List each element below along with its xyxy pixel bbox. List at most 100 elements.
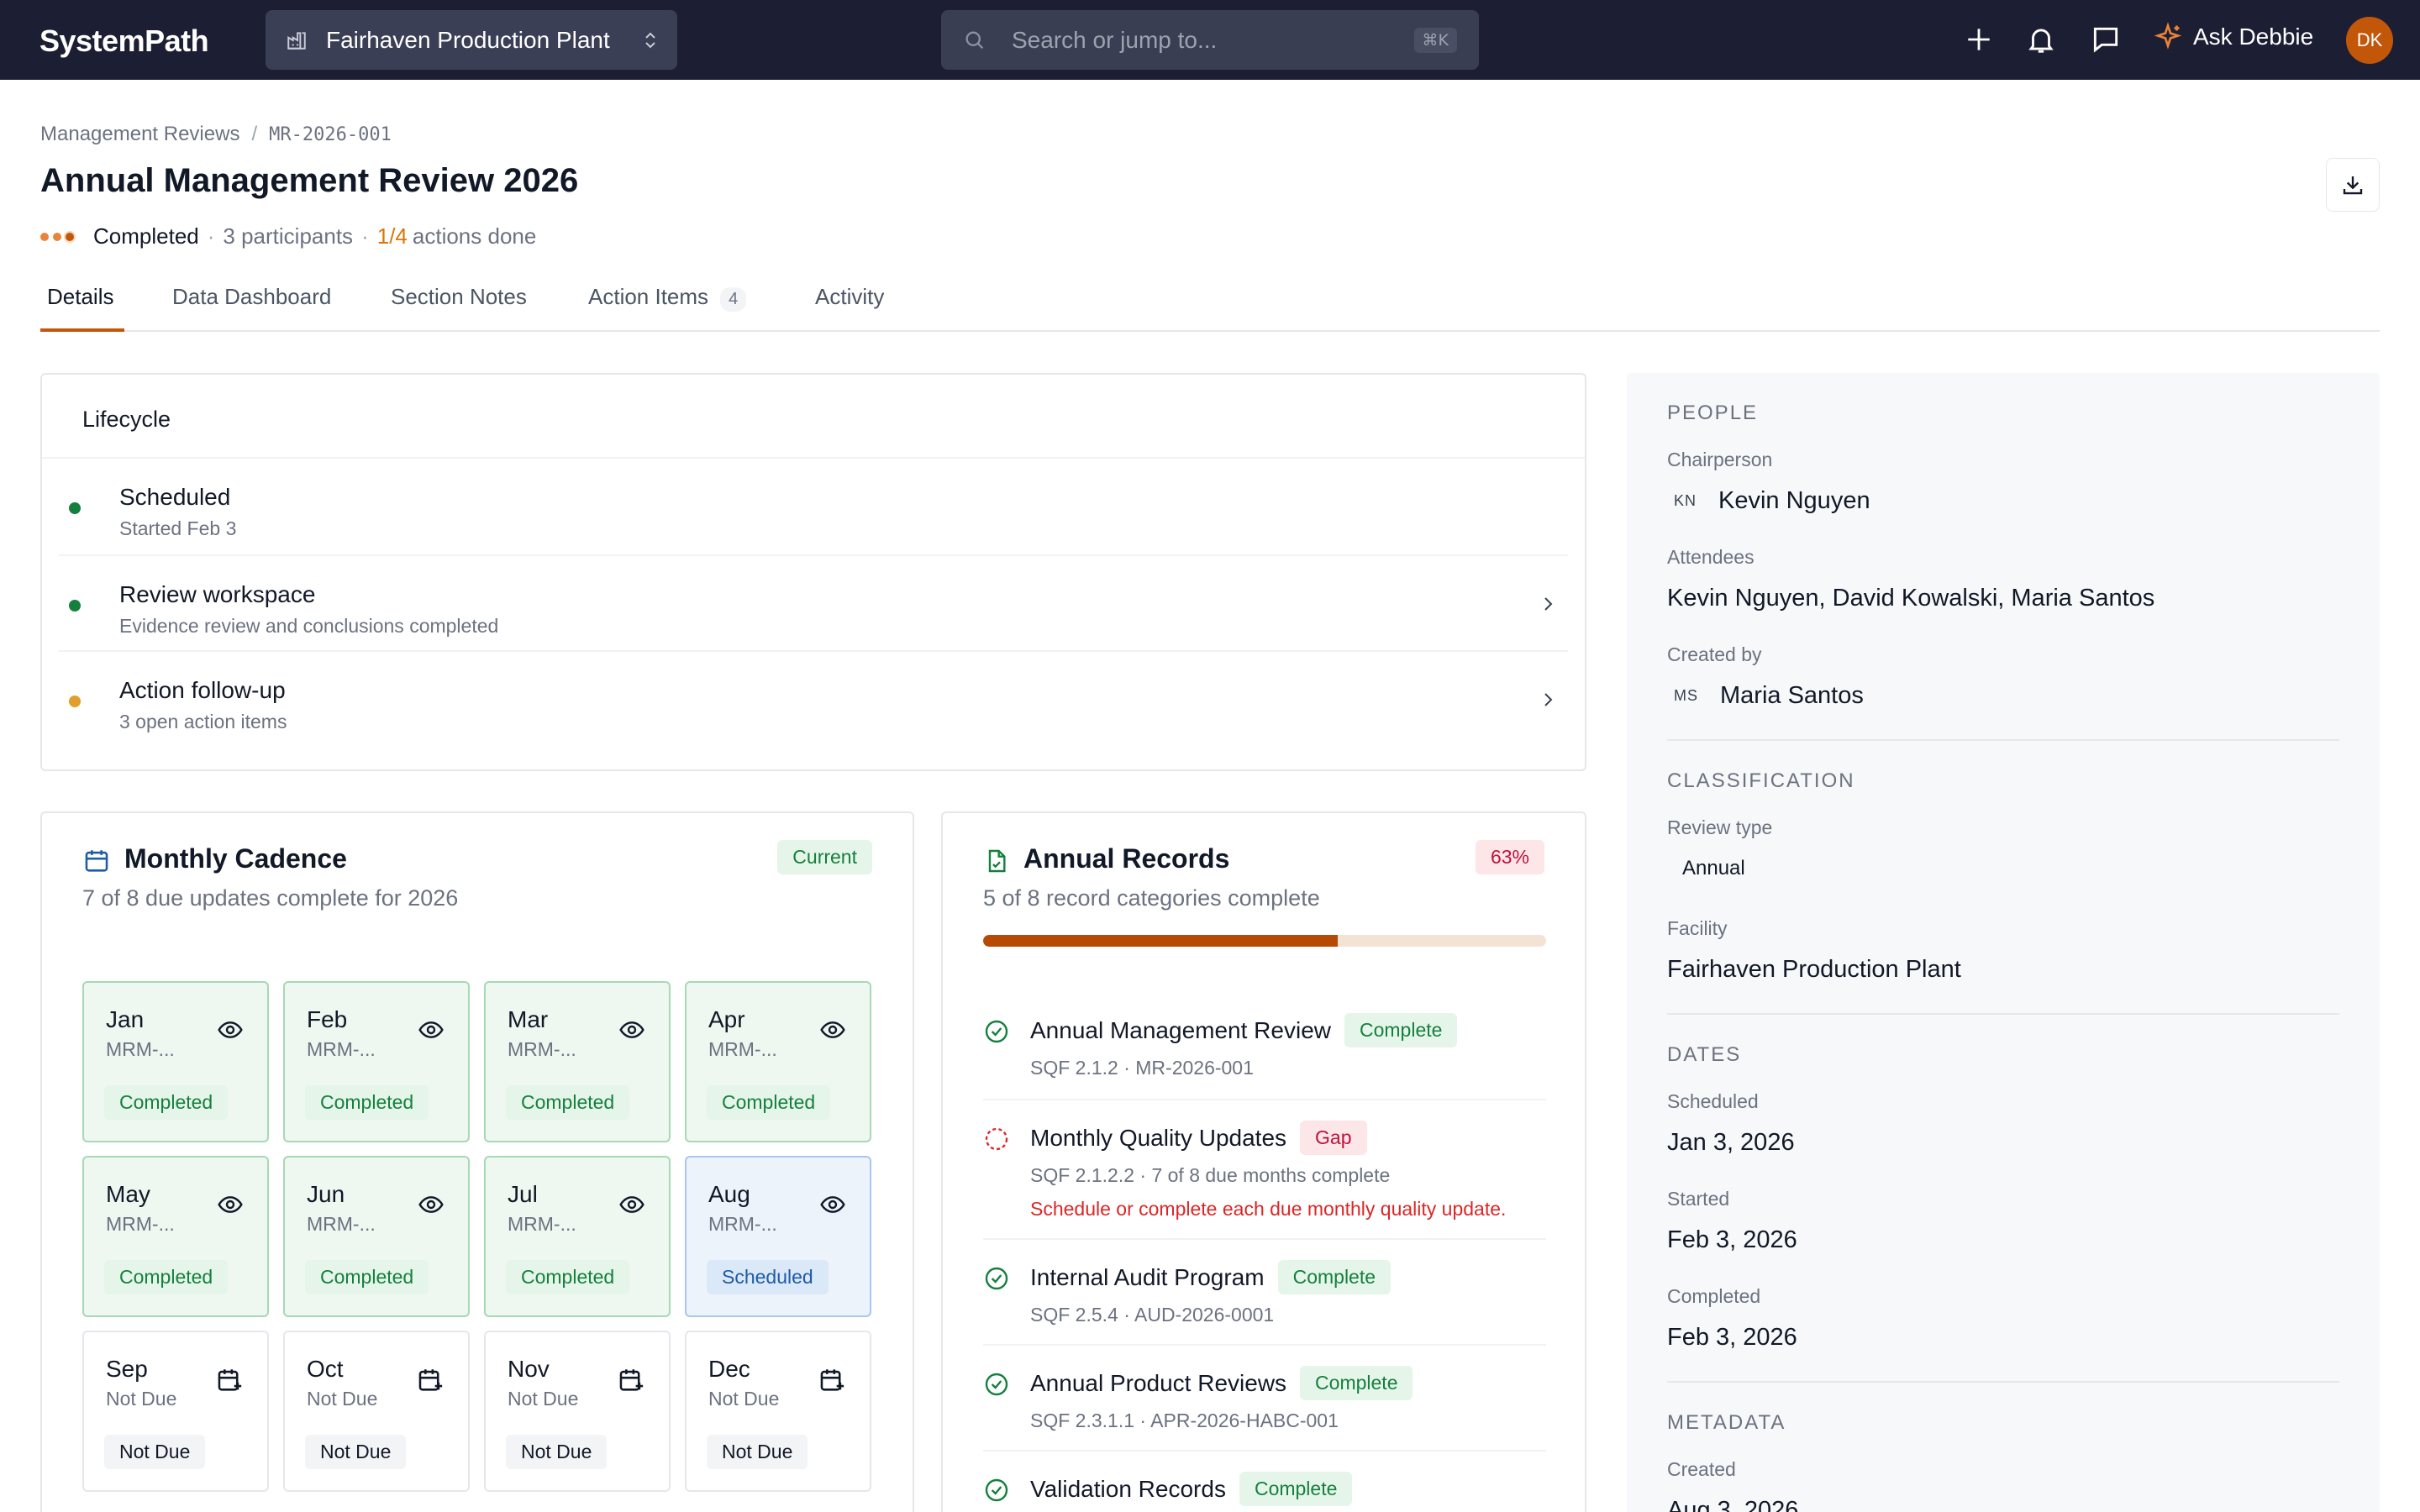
month-code: Not Due	[708, 1388, 780, 1410]
eye-icon[interactable]	[217, 1191, 244, 1218]
lifecycle-step-action-follow-up[interactable]: Action follow-up 3 open action items	[59, 650, 1568, 746]
tab-bar: Details Data Dashboard Section Notes Act…	[40, 269, 2380, 332]
ask-debbie-label: Ask Debbie	[2193, 24, 2314, 50]
record-item[interactable]: Monthly Quality Updates Gap SQF 2.1.2.2 ·…	[983, 1099, 1546, 1238]
month-tile-nov[interactable]: Nov Not Due Not Due	[484, 1331, 671, 1492]
month-tile-feb[interactable]: Feb MRM-... Completed	[283, 981, 470, 1142]
completed-value: Feb 3, 2026	[1667, 1324, 1797, 1351]
facility-switcher[interactable]: Fairhaven Production Plant	[266, 10, 677, 70]
month-tile-aug[interactable]: Aug MRM-... Scheduled	[685, 1156, 871, 1317]
eye-icon[interactable]	[418, 1016, 445, 1043]
tab-details[interactable]: Details	[47, 284, 114, 309]
dashed-circle-icon	[983, 1126, 1010, 1152]
section-heading-dates: DATES	[1667, 1043, 1742, 1066]
month-name: Jul	[508, 1181, 538, 1207]
record-item[interactable]: Annual Management Review Complete SQF 2.1…	[983, 1013, 1546, 1119]
month-status-badge: Not Due	[104, 1435, 206, 1469]
chevron-right-icon	[1539, 595, 1556, 613]
eye-icon[interactable]	[618, 1016, 645, 1043]
check-circle-icon	[983, 1265, 1010, 1292]
record-item[interactable]: Validation Records Complete	[983, 1450, 1546, 1512]
lifecycle-step-scheduled: Scheduled Started Feb 3	[59, 459, 1568, 554]
month-code: MRM-...	[508, 1213, 576, 1235]
month-tile-jul[interactable]: Jul MRM-... Completed	[484, 1156, 671, 1317]
month-tile-apr[interactable]: Apr MRM-... Completed	[685, 981, 871, 1142]
actions-fraction: 1/4	[376, 223, 408, 249]
tab-activity[interactable]: Activity	[815, 284, 885, 309]
app-logo[interactable]: SystemPath	[39, 24, 209, 58]
tab-section-notes[interactable]: Section Notes	[391, 284, 527, 309]
month-name: Mar	[508, 1006, 549, 1032]
records-progress-fill	[983, 935, 1339, 947]
month-tile-mar[interactable]: Mar MRM-... Completed	[484, 981, 671, 1142]
records-percent-badge: 63%	[1475, 840, 1544, 874]
lifecycle-step-review-workspace[interactable]: Review workspace Evidence review and con…	[59, 554, 1568, 650]
chairperson-value: KN Kevin Nguyen	[1667, 487, 1870, 515]
created-value: Aug 3, 2026	[1667, 1497, 1799, 1512]
eye-icon[interactable]	[819, 1016, 846, 1043]
check-circle-icon	[983, 1371, 1010, 1398]
month-name: Nov	[508, 1356, 550, 1382]
breadcrumb-link[interactable]: Management Reviews	[40, 123, 240, 145]
download-icon	[2343, 176, 2363, 195]
month-name: Dec	[708, 1356, 750, 1382]
attendees-value: Kevin Nguyen, David Kowalski, Maria Sant…	[1667, 585, 2155, 612]
month-name: Aug	[708, 1181, 750, 1207]
month-code: MRM-...	[708, 1213, 777, 1235]
month-status-badge: Scheduled	[707, 1260, 829, 1294]
month-code: Not Due	[307, 1388, 378, 1410]
month-status-badge: Completed	[104, 1260, 229, 1294]
eye-icon[interactable]	[418, 1191, 445, 1218]
ask-debbie-button[interactable]: Ask Debbie	[2153, 22, 2313, 52]
month-tile-may[interactable]: May MRM-... Completed	[82, 1156, 269, 1317]
calendar-plus-icon[interactable]	[416, 1366, 445, 1394]
eye-icon[interactable]	[618, 1191, 645, 1218]
lifecycle-card: Lifecycle Scheduled Started Feb 3 Review…	[40, 373, 1586, 771]
scheduled-value: Jan 3, 2026	[1667, 1129, 1795, 1156]
created-by-label: Created by	[1667, 643, 1762, 665]
calendar-plus-icon[interactable]	[818, 1366, 846, 1394]
status-dots-icon	[40, 232, 78, 241]
month-code: MRM-...	[708, 1038, 777, 1060]
records-subtitle: 5 of 8 record categories complete	[983, 885, 1320, 911]
record-status-badge: Complete	[1344, 1013, 1458, 1047]
tab-data-dashboard[interactable]: Data Dashboard	[172, 284, 332, 309]
factory-icon	[286, 29, 308, 51]
record-status-badge: Complete	[1277, 1260, 1392, 1294]
tab-action-items[interactable]: Action Items 4	[588, 284, 747, 312]
page-title: Annual Management Review 2026	[40, 162, 579, 199]
current-badge: Current	[777, 840, 872, 874]
created-by-initials: MS	[1674, 687, 1698, 704]
record-subtitle: SQF 2.1.2 · MR-2026-001	[1030, 1057, 1254, 1079]
record-item[interactable]: Annual Product Reviews Complete SQF 2.3.1…	[983, 1344, 1546, 1450]
created-label: Created	[1667, 1458, 1736, 1480]
month-name: Sep	[106, 1356, 148, 1382]
eye-icon[interactable]	[819, 1191, 846, 1218]
cadence-subtitle: 7 of 8 due updates complete for 2026	[82, 885, 459, 911]
month-tile-sep[interactable]: Sep Not Due Not Due	[82, 1331, 269, 1492]
search-input[interactable]: Search or jump to... ⌘K	[941, 10, 1479, 70]
breadcrumb-current: MR-2026-001	[269, 123, 392, 145]
created-by-name: Maria Santos	[1720, 682, 1864, 709]
active-tab-indicator	[40, 328, 124, 332]
calendar-plus-icon[interactable]	[215, 1366, 244, 1394]
breadcrumb-separator: /	[251, 123, 258, 145]
chat-icon[interactable]	[2089, 24, 2123, 55]
month-status-badge: Not Due	[506, 1435, 608, 1469]
month-status-badge: Completed	[104, 1085, 229, 1120]
month-tile-oct[interactable]: Oct Not Due Not Due	[283, 1331, 470, 1492]
details-sidebar: PEOPLE Chairperson KN Kevin Nguyen Atten…	[1627, 373, 2380, 1512]
user-avatar[interactable]: DK	[2346, 17, 2393, 64]
record-item[interactable]: Internal Audit Program Complete SQF 2.5.4…	[983, 1238, 1546, 1344]
step-status-dot	[69, 502, 81, 514]
facility-value: Fairhaven Production Plant	[1667, 956, 1961, 983]
download-button[interactable]	[2326, 158, 2380, 212]
month-tile-jan[interactable]: Jan MRM-... Completed	[82, 981, 269, 1142]
search-placeholder: Search or jump to...	[1012, 26, 1218, 53]
bell-icon[interactable]	[2025, 24, 2057, 55]
plus-icon[interactable]	[1963, 24, 1995, 55]
month-tile-dec[interactable]: Dec Not Due Not Due	[685, 1331, 871, 1492]
calendar-plus-icon[interactable]	[617, 1366, 645, 1394]
month-tile-jun[interactable]: Jun MRM-... Completed	[283, 1156, 470, 1317]
eye-icon[interactable]	[217, 1016, 244, 1043]
